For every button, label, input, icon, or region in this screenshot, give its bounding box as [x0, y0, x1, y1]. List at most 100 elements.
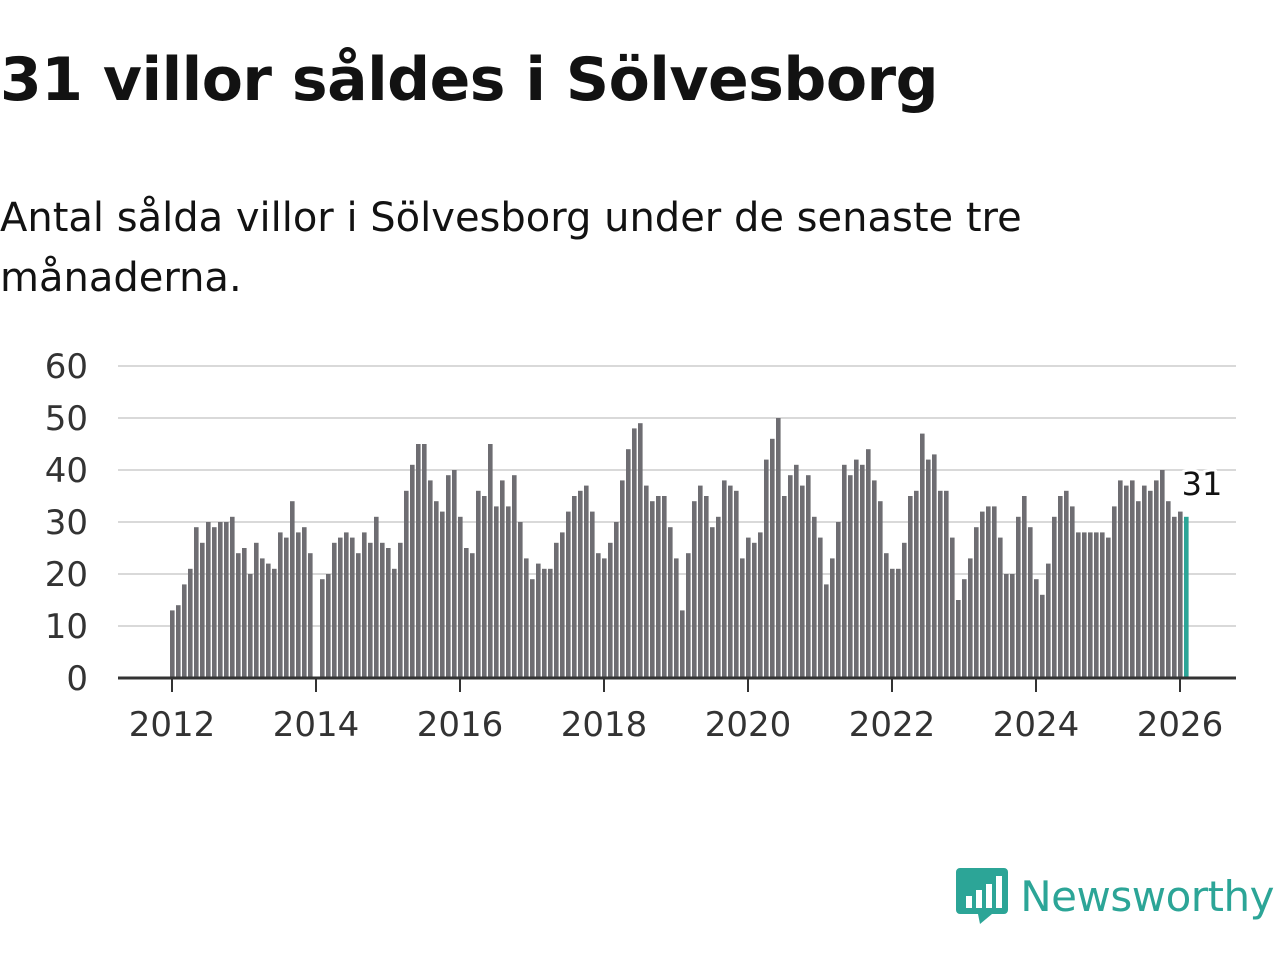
bar: [476, 490, 481, 678]
bar: [1136, 501, 1141, 678]
bar: [1076, 532, 1081, 678]
x-tick-label: 2024: [993, 705, 1080, 745]
bar: [1118, 480, 1123, 678]
bar: [332, 542, 337, 678]
bar: [902, 542, 907, 678]
bar: [578, 490, 583, 678]
x-tick-label: 2016: [417, 705, 504, 745]
bar: [1154, 480, 1159, 678]
bar: [722, 480, 727, 678]
bar: [1142, 485, 1147, 678]
bar: [440, 511, 445, 678]
bar: [254, 542, 259, 678]
bar: [788, 475, 793, 678]
bar: [1172, 516, 1177, 678]
y-tick-label: 0: [66, 659, 88, 699]
bar: [872, 480, 877, 678]
bar: [1106, 537, 1111, 678]
bar: [548, 568, 553, 678]
y-tick-label: 50: [45, 399, 88, 439]
bar: [452, 470, 457, 678]
bar: [1058, 496, 1063, 678]
bar: [1034, 579, 1039, 678]
chart-title: 31 villor såldes i Sölvesborg: [0, 45, 939, 115]
bar: [1010, 574, 1015, 678]
bar: [626, 449, 631, 678]
highlight-bar: [1184, 516, 1189, 678]
highlight-value-label: 31: [1182, 465, 1223, 503]
bar: [572, 496, 577, 678]
bar: [428, 480, 433, 678]
bar: [680, 610, 685, 678]
bar: [704, 496, 709, 678]
bar: [710, 527, 715, 678]
bar: [1160, 470, 1165, 678]
bar: [818, 537, 823, 678]
bar: [308, 553, 313, 678]
x-tick-label: 2020: [705, 705, 792, 745]
bar: [1070, 506, 1075, 678]
bar: [398, 542, 403, 678]
bar: [206, 522, 211, 678]
bar: [1064, 490, 1069, 678]
bar: [584, 485, 589, 678]
bar: [866, 449, 871, 678]
bar: [1016, 516, 1021, 678]
bar: [1124, 485, 1129, 678]
bar: [230, 516, 235, 678]
bar: [836, 522, 841, 678]
bar: [860, 464, 865, 678]
bar: [518, 522, 523, 678]
bar: [668, 527, 673, 678]
bar: [932, 454, 937, 678]
bar: [1166, 501, 1171, 678]
bar: [1088, 532, 1093, 678]
bar: [488, 444, 493, 678]
bar: [368, 542, 373, 678]
bar: [758, 532, 763, 678]
bar: [482, 496, 487, 678]
bar: [920, 433, 925, 678]
bar: [464, 548, 469, 678]
bar: [200, 542, 205, 678]
bar: [1112, 506, 1117, 678]
bar: [662, 496, 667, 678]
bar: [692, 501, 697, 678]
bar: [1094, 532, 1099, 678]
bar: [1052, 516, 1057, 678]
bar: [602, 558, 607, 678]
bar: [542, 568, 547, 678]
bar: [266, 563, 271, 678]
bar: [260, 558, 265, 678]
bar: [800, 485, 805, 678]
chart-subtitle: Antal sålda villor i Sölvesborg under de…: [0, 195, 1022, 301]
bar: [278, 532, 283, 678]
bar: [506, 506, 511, 678]
bar: [530, 579, 535, 678]
x-tick-label: 2022: [849, 705, 936, 745]
bar: [698, 485, 703, 678]
bar: [188, 568, 193, 678]
bar: [848, 475, 853, 678]
bar: [884, 553, 889, 678]
bar: [1148, 490, 1153, 678]
bar: [512, 475, 517, 678]
bar: [194, 527, 199, 678]
bar: [554, 542, 559, 678]
bar: [782, 496, 787, 678]
bar: [416, 444, 421, 678]
bar: [614, 522, 619, 678]
bar: [638, 423, 643, 678]
bar: [968, 558, 973, 678]
bar: [644, 485, 649, 678]
bar: [1130, 480, 1135, 678]
bar: [632, 428, 637, 678]
bar: [1046, 563, 1051, 678]
bar: [500, 480, 505, 678]
bar: [296, 532, 301, 678]
bar: [656, 496, 661, 678]
bar: [182, 584, 187, 678]
bar: [422, 444, 427, 678]
bar: [338, 537, 343, 678]
